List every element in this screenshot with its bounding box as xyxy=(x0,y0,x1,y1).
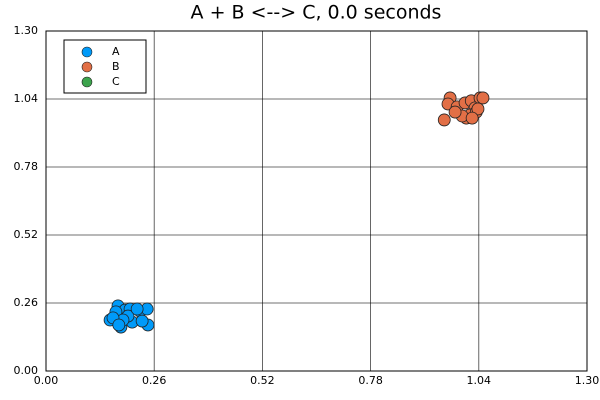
legend-marker xyxy=(81,61,93,73)
y-tick-label: 0.78 xyxy=(14,160,39,173)
point xyxy=(465,111,479,125)
legend-marker xyxy=(81,76,93,88)
point xyxy=(476,91,490,105)
y-tick-label: 0.52 xyxy=(14,228,39,241)
x-tick-label: 1.30 xyxy=(575,374,600,387)
chart-title: A + B <--> C, 0.0 seconds xyxy=(191,2,442,24)
point xyxy=(437,113,451,127)
point xyxy=(112,318,126,332)
point xyxy=(448,105,462,119)
legend-marker xyxy=(81,46,93,58)
plot-frame xyxy=(45,30,588,372)
legend-label: A xyxy=(112,45,120,58)
legend-label: B xyxy=(112,60,120,73)
x-tick-label: 0.00 xyxy=(34,374,59,387)
y-tick-label: 1.04 xyxy=(14,92,39,105)
point xyxy=(130,302,144,316)
legend-label: C xyxy=(112,75,120,88)
x-tick-label: 1.04 xyxy=(467,374,492,387)
point xyxy=(135,314,149,328)
x-tick-label: 0.52 xyxy=(250,374,275,387)
legend-box xyxy=(63,39,147,94)
x-tick-label: 0.26 xyxy=(142,374,167,387)
y-tick-label: 0.26 xyxy=(14,296,39,309)
y-tick-label: 1.30 xyxy=(14,24,39,37)
x-tick-label: 0.78 xyxy=(358,374,383,387)
point xyxy=(471,102,485,116)
y-tick-label: 0.00 xyxy=(14,364,39,377)
